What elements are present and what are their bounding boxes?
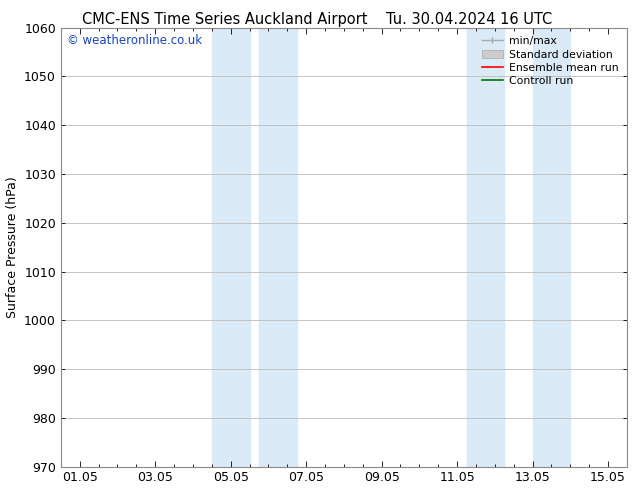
Bar bbox=[212, 28, 250, 466]
Legend: min/max, Standard deviation, Ensemble mean run, Controll run: min/max, Standard deviation, Ensemble me… bbox=[478, 33, 621, 89]
Bar bbox=[259, 28, 297, 466]
Text: © weatheronline.co.uk: © weatheronline.co.uk bbox=[67, 34, 202, 48]
Text: CMC-ENS Time Series Auckland Airport    Tu. 30.04.2024 16 UTC: CMC-ENS Time Series Auckland Airport Tu.… bbox=[82, 12, 552, 27]
Bar bbox=[467, 28, 504, 466]
Bar bbox=[533, 28, 570, 466]
Y-axis label: Surface Pressure (hPa): Surface Pressure (hPa) bbox=[6, 176, 18, 318]
